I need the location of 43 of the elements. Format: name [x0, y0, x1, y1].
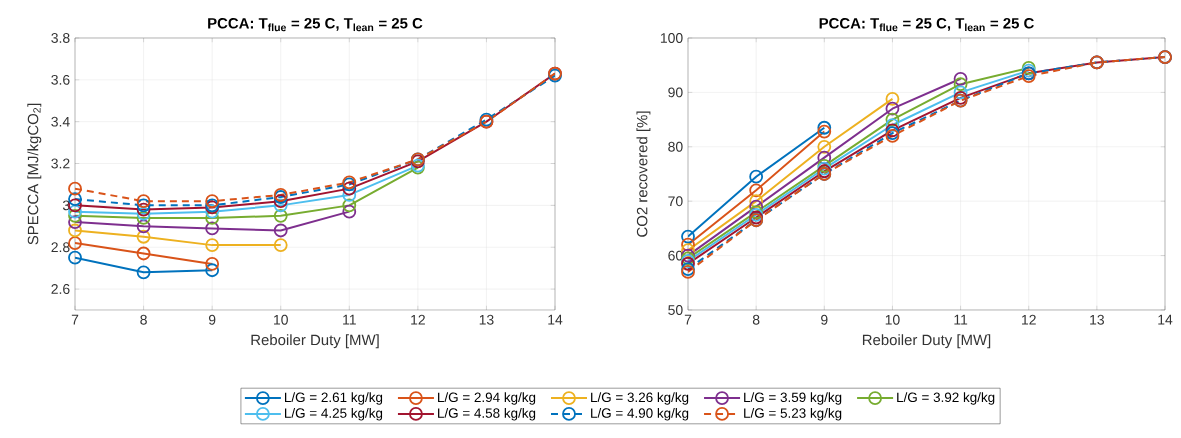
- y-axis-title: CO2 recovered [%]: [636, 111, 651, 237]
- legend-label: L/G = 2.61 kg/kg: [285, 392, 383, 405]
- legend-label: L/G = 5.23 kg/kg: [744, 408, 842, 421]
- legend-label: L/G = 4.58 kg/kg: [438, 408, 536, 421]
- chart-title: PCCA: T$_{flue}$ = 25 C, T$_{lean}$ = 25 C: [208, 17, 423, 32]
- y-tick-label: 3.2: [51, 158, 70, 169]
- x-tick-label: 10: [885, 314, 900, 325]
- x-axis-title: Reboiler Duty [MW]: [862, 334, 991, 349]
- x-tick-label: 11: [954, 314, 968, 325]
- y-tick-label: 50: [668, 305, 683, 315]
- x-tick-label: 8: [140, 314, 147, 325]
- x-tick-label: 14: [548, 314, 563, 325]
- x-tick-label: 11: [343, 314, 356, 325]
- x-tick-label: 13: [1090, 314, 1104, 325]
- chart-title: PCCA: T$_{flue}$ = 25 C, T$_{lean}$ = 25 C: [819, 17, 1034, 32]
- x-tick-label: 14: [1158, 314, 1173, 325]
- y-tick-label: 2.8: [51, 242, 70, 253]
- x-tick-label: 9: [208, 314, 216, 325]
- x-tick-label: 7: [684, 314, 692, 325]
- y-tick-label: 3.4: [51, 116, 70, 127]
- legend-label: L/G = 4.25 kg/kg: [285, 408, 383, 421]
- legend-label: L/G = 3.92 kg/kg: [897, 392, 995, 405]
- y-tick-label: 3.8: [51, 33, 70, 43]
- y-tick-label: 70: [668, 196, 683, 207]
- x-tick-label: 9: [821, 314, 828, 325]
- legend-label: L/G = 3.59 kg/kg: [744, 392, 842, 405]
- x-axis-title: Reboiler Duty [MW]: [251, 334, 379, 349]
- x-tick-label: 7: [71, 314, 79, 325]
- y-tick-label: 100: [660, 33, 683, 43]
- legend-label: L/G = 4.90 kg/kg: [591, 408, 689, 421]
- y-tick-label: 90: [668, 87, 683, 98]
- y-tick-label: 2.6: [51, 284, 70, 294]
- legend-label: L/G = 3.26 kg/kg: [591, 392, 689, 405]
- x-tick-label: 12: [1022, 314, 1036, 325]
- x-tick-label: 10: [274, 314, 288, 325]
- y-axis-title: SPECCA [MJ/kgCO$_{2}$]: [27, 103, 42, 245]
- x-tick-label: 8: [752, 314, 760, 325]
- legend-label: L/G = 2.94 kg/kg: [438, 392, 536, 405]
- y-tick-label: 3: [62, 200, 70, 211]
- x-tick-label: 13: [479, 314, 494, 325]
- x-tick-label: 12: [411, 314, 425, 325]
- y-tick-label: 3.6: [51, 74, 70, 85]
- y-tick-label: 80: [668, 141, 683, 152]
